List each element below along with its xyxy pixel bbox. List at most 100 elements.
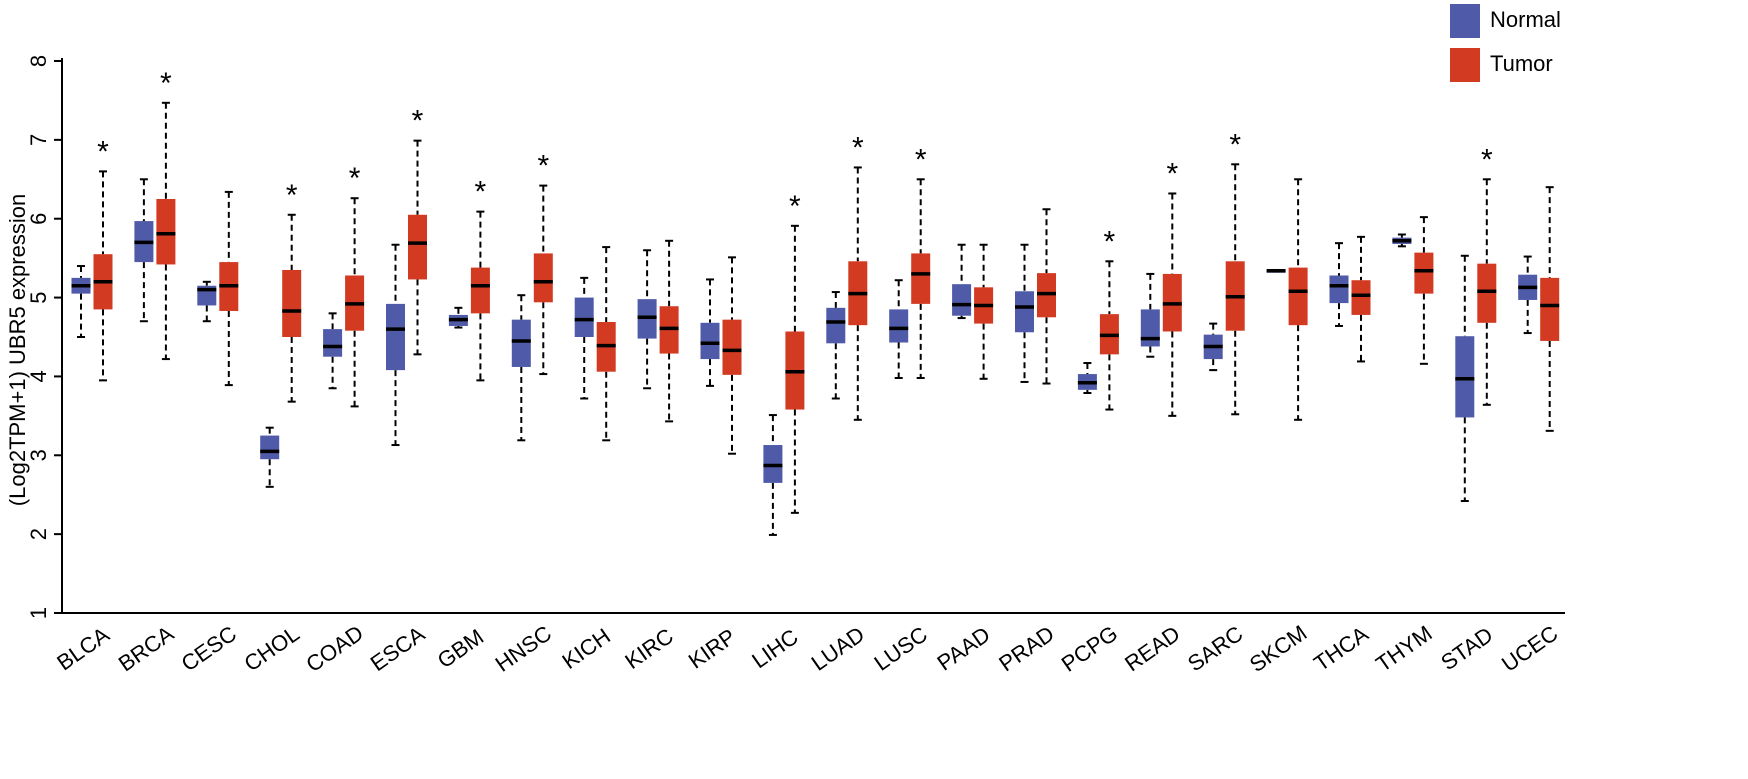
x-tick-label: KICH [558, 623, 615, 674]
iqr-box [1015, 291, 1034, 333]
significance-star: * [349, 162, 361, 195]
boxplot-marks [71, 101, 1560, 536]
significance-star: * [1481, 143, 1493, 176]
iqr-box [470, 267, 490, 314]
significance-star: * [412, 105, 424, 138]
iqr-box [826, 307, 846, 344]
box-normal [511, 294, 531, 442]
box-tumor [345, 197, 365, 408]
box-tumor [1351, 235, 1371, 363]
box-normal [323, 312, 343, 390]
x-tick-label: UCEC [1497, 620, 1562, 676]
box-normal [1140, 272, 1160, 358]
iqr-box [700, 322, 720, 360]
box-tumor [659, 239, 679, 423]
x-tick-label: BRCA [114, 621, 179, 677]
box-tumor [974, 243, 994, 380]
iqr-box [408, 214, 427, 280]
x-tick-label: KIRP [684, 624, 740, 674]
x-tick-label: PCPG [1057, 620, 1122, 676]
significance-star: * [1166, 157, 1178, 190]
x-tick-label: SKCM [1245, 620, 1311, 677]
iqr-box [323, 329, 343, 357]
iqr-box [282, 269, 302, 337]
box-normal [1392, 233, 1412, 248]
y-tick-label: 1 [26, 607, 51, 619]
x-tick-label: THCA [1309, 621, 1373, 676]
box-normal [1518, 255, 1538, 335]
box-normal [889, 279, 909, 380]
y-tick-label: 3 [26, 449, 51, 461]
box-tumor [785, 224, 805, 514]
box-tumor [911, 178, 931, 380]
legend-swatch-normal [1450, 4, 1480, 38]
box-tumor [1414, 216, 1434, 365]
iqr-box [952, 284, 972, 316]
box-normal [952, 243, 972, 320]
box-tumor [722, 256, 742, 455]
iqr-box [533, 253, 553, 303]
legend: Normal Tumor [1450, 4, 1561, 82]
box-normal [1203, 322, 1223, 372]
box-normal [637, 249, 657, 390]
significance-star: * [160, 67, 172, 100]
box-normal [1266, 268, 1286, 273]
box-tumor [219, 190, 239, 387]
iqr-box [1351, 280, 1371, 315]
significance-star: * [537, 150, 549, 183]
y-tick-label: 4 [26, 370, 51, 382]
iqr-box [260, 435, 280, 460]
box-tumor [1540, 186, 1560, 432]
iqr-box [511, 319, 531, 367]
x-tick-label: PRAD [994, 621, 1058, 677]
x-tick-label: HNSC [491, 620, 556, 676]
box-tumor [1288, 178, 1308, 421]
significance-star: * [915, 143, 927, 176]
iqr-box [1414, 252, 1434, 294]
box-tumor [1162, 192, 1182, 417]
significance-star: * [286, 179, 298, 212]
iqr-box [386, 303, 405, 371]
legend-label-normal: Normal [1490, 7, 1561, 32]
x-tick-label: LIHC [747, 624, 802, 673]
box-tumor [1099, 260, 1119, 411]
significance-star: * [852, 131, 864, 164]
x-tick-label: CHOL [240, 621, 304, 677]
significance-star: * [475, 176, 487, 209]
iqr-box [574, 297, 594, 337]
significance-marks: * * * * * * * * * * * * * * [97, 67, 1493, 259]
iqr-box [889, 309, 909, 343]
significance-star: * [97, 135, 109, 168]
box-normal [574, 276, 594, 400]
box-normal [448, 306, 468, 329]
y-axis: 1 2 3 4 5 6 7 8 [26, 55, 63, 619]
x-tick-label: KIRC [620, 623, 677, 674]
x-tick-label: SARC [1183, 621, 1248, 677]
significance-star: * [1104, 225, 1116, 258]
box-tumor [156, 101, 176, 361]
box-normal [386, 243, 405, 447]
box-normal [134, 178, 154, 323]
y-tick-label: 6 [26, 213, 51, 225]
significance-star: * [1229, 128, 1241, 161]
y-tick-label: 5 [26, 291, 51, 303]
box-normal [260, 426, 280, 488]
iqr-box [1477, 263, 1497, 323]
x-tick-label: LUSC [870, 621, 933, 675]
box-normal [197, 280, 217, 323]
box-normal [826, 291, 846, 400]
x-tick-label: THYM [1371, 621, 1436, 677]
y-tick-label: 7 [26, 134, 51, 146]
box-tumor [408, 139, 427, 356]
x-tick-label: READ [1120, 621, 1184, 677]
box-tumor [93, 170, 113, 382]
x-tick-label: COAD [301, 620, 367, 677]
box-normal [1455, 254, 1475, 503]
x-tick-label: BLCA [52, 622, 114, 676]
box-tumor [848, 166, 868, 421]
box-tumor [533, 184, 553, 376]
legend-label-tumor: Tumor [1490, 51, 1553, 76]
